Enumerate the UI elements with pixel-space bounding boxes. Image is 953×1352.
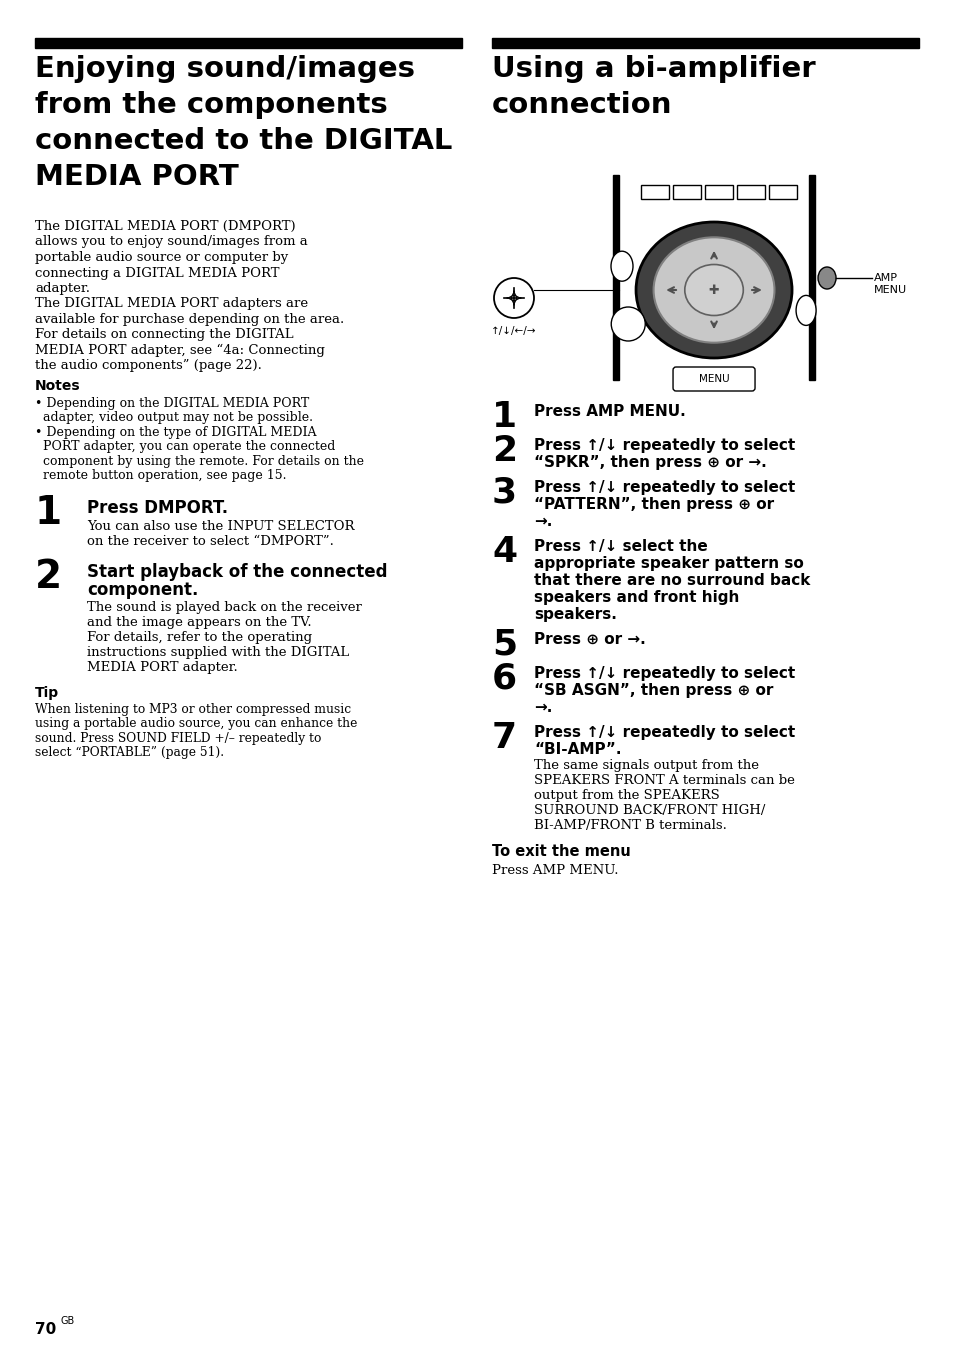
Text: allows you to enjoy sound/images from a: allows you to enjoy sound/images from a [35, 235, 308, 249]
Text: MEDIA PORT: MEDIA PORT [35, 164, 238, 191]
Bar [35, 38, 461, 49]
Text: The DIGITAL MEDIA PORT (DMPORT): The DIGITAL MEDIA PORT (DMPORT) [35, 220, 295, 233]
Text: 70: 70 [35, 1322, 56, 1337]
Text: Press ⊕ or →.: Press ⊕ or →. [534, 631, 645, 648]
Text: • Depending on the DIGITAL MEDIA PORT: • Depending on the DIGITAL MEDIA PORT [35, 397, 309, 410]
Text: Press AMP MENU.: Press AMP MENU. [492, 864, 618, 877]
Text: Press ↑/↓ repeatedly to select: Press ↑/↓ repeatedly to select [534, 667, 795, 681]
Text: ↑/↓/←/→: ↑/↓/←/→ [491, 326, 537, 337]
Text: available for purchase depending on the area.: available for purchase depending on the … [35, 314, 344, 326]
Text: Enjoying sound/images: Enjoying sound/images [35, 55, 415, 82]
Text: 4: 4 [492, 535, 517, 569]
Text: →.: →. [534, 514, 552, 529]
Text: adapter.: adapter. [35, 283, 90, 295]
Text: 2: 2 [492, 434, 517, 468]
Text: GB: GB [61, 1315, 75, 1326]
Text: Press AMP MENU.: Press AMP MENU. [534, 404, 685, 419]
Text: BI-AMP/FRONT B terminals.: BI-AMP/FRONT B terminals. [534, 819, 726, 831]
Text: 2: 2 [35, 558, 62, 596]
Text: When listening to MP3 or other compressed music: When listening to MP3 or other compresse… [35, 703, 351, 717]
Ellipse shape [610, 251, 633, 281]
Bar [808, 174, 814, 380]
Text: connection: connection [492, 91, 672, 119]
Text: instructions supplied with the DIGITAL: instructions supplied with the DIGITAL [87, 646, 349, 658]
Text: MEDIA PORT adapter, see “4a: Connecting: MEDIA PORT adapter, see “4a: Connecting [35, 343, 325, 357]
Text: 6: 6 [492, 662, 517, 696]
Text: remote button operation, see page 15.: remote button operation, see page 15. [35, 469, 286, 483]
Text: Using a bi-amplifier: Using a bi-amplifier [492, 55, 815, 82]
Bar [672, 185, 700, 199]
Text: →.: →. [534, 700, 552, 715]
Text: Press ↑/↓ repeatedly to select: Press ↑/↓ repeatedly to select [534, 480, 795, 495]
FancyBboxPatch shape [672, 366, 754, 391]
Text: sound. Press SOUND FIELD +/– repeatedly to: sound. Press SOUND FIELD +/– repeatedly … [35, 731, 321, 745]
Text: component by using the remote. For details on the: component by using the remote. For detai… [35, 456, 364, 468]
Text: 3: 3 [492, 476, 517, 510]
Text: the audio components” (page 22).: the audio components” (page 22). [35, 360, 262, 373]
Text: 7: 7 [492, 721, 517, 754]
Text: MENU: MENU [698, 375, 729, 384]
Text: that there are no surround back: that there are no surround back [534, 573, 809, 588]
Text: “SPKR”, then press ⊕ or →.: “SPKR”, then press ⊕ or →. [534, 456, 766, 470]
Text: For details, refer to the operating: For details, refer to the operating [87, 631, 312, 644]
Text: speakers and front high: speakers and front high [534, 589, 739, 604]
Text: Press ↑/↓ repeatedly to select: Press ↑/↓ repeatedly to select [534, 438, 795, 453]
Text: The DIGITAL MEDIA PORT adapters are: The DIGITAL MEDIA PORT adapters are [35, 297, 308, 311]
Ellipse shape [653, 238, 774, 342]
Text: For details on connecting the DIGITAL: For details on connecting the DIGITAL [35, 329, 294, 342]
Text: “BI-AMP”.: “BI-AMP”. [534, 742, 620, 757]
Text: The same signals output from the: The same signals output from the [534, 758, 759, 772]
Text: adapter, video output may not be possible.: adapter, video output may not be possibl… [35, 411, 313, 425]
Text: and the image appears on the TV.: and the image appears on the TV. [87, 617, 312, 629]
Text: SURROUND BACK/FRONT HIGH/: SURROUND BACK/FRONT HIGH/ [534, 804, 764, 817]
Text: The sound is played back on the receiver: The sound is played back on the receiver [87, 602, 361, 614]
Bar [768, 185, 796, 199]
Text: speakers.: speakers. [534, 607, 617, 622]
Text: ✚: ✚ [708, 284, 719, 296]
Text: on the receiver to select “DMPORT”.: on the receiver to select “DMPORT”. [87, 535, 334, 548]
Text: portable audio source or computer by: portable audio source or computer by [35, 251, 288, 264]
Ellipse shape [684, 265, 742, 315]
Text: from the components: from the components [35, 91, 387, 119]
Ellipse shape [817, 266, 835, 289]
Text: Notes: Notes [35, 379, 81, 393]
Text: 5: 5 [492, 627, 517, 662]
Text: output from the SPEAKERS: output from the SPEAKERS [534, 790, 719, 802]
Text: 1: 1 [492, 400, 517, 434]
Text: Press ↑/↓ select the: Press ↑/↓ select the [534, 539, 707, 554]
Text: MEDIA PORT adapter.: MEDIA PORT adapter. [87, 661, 237, 675]
Text: connecting a DIGITAL MEDIA PORT: connecting a DIGITAL MEDIA PORT [35, 266, 279, 280]
Text: Start playback of the connected: Start playback of the connected [87, 562, 387, 581]
Text: component.: component. [87, 581, 198, 599]
Text: You can also use the INPUT SELECTOR: You can also use the INPUT SELECTOR [87, 521, 355, 533]
Text: SPEAKERS FRONT A terminals can be: SPEAKERS FRONT A terminals can be [534, 773, 794, 787]
Text: To exit the menu: To exit the menu [492, 844, 630, 859]
Text: Tip: Tip [35, 685, 59, 700]
Circle shape [611, 307, 644, 341]
Bar [640, 185, 668, 199]
Text: “PATTERN”, then press ⊕ or: “PATTERN”, then press ⊕ or [534, 498, 773, 512]
Text: Press ↑/↓ repeatedly to select: Press ↑/↓ repeatedly to select [534, 725, 795, 740]
Ellipse shape [636, 222, 791, 358]
Circle shape [494, 279, 534, 318]
Bar [613, 174, 618, 380]
Bar [492, 38, 918, 49]
Text: 1: 1 [35, 493, 62, 531]
Text: connected to the DIGITAL: connected to the DIGITAL [35, 127, 452, 155]
Text: “SB ASGN”, then press ⊕ or: “SB ASGN”, then press ⊕ or [534, 683, 773, 698]
Text: using a portable audio source, you can enhance the: using a portable audio source, you can e… [35, 718, 357, 730]
Text: appropriate speaker pattern so: appropriate speaker pattern so [534, 556, 803, 571]
Text: select “PORTABLE” (page 51).: select “PORTABLE” (page 51). [35, 746, 224, 760]
Ellipse shape [795, 295, 815, 326]
Bar [704, 185, 732, 199]
Bar [737, 185, 764, 199]
Text: • Depending on the type of DIGITAL MEDIA: • Depending on the type of DIGITAL MEDIA [35, 426, 316, 439]
Text: Press DMPORT.: Press DMPORT. [87, 499, 228, 516]
Text: AMP
MENU: AMP MENU [873, 273, 906, 295]
Text: PORT adapter, you can operate the connected: PORT adapter, you can operate the connec… [35, 441, 335, 453]
